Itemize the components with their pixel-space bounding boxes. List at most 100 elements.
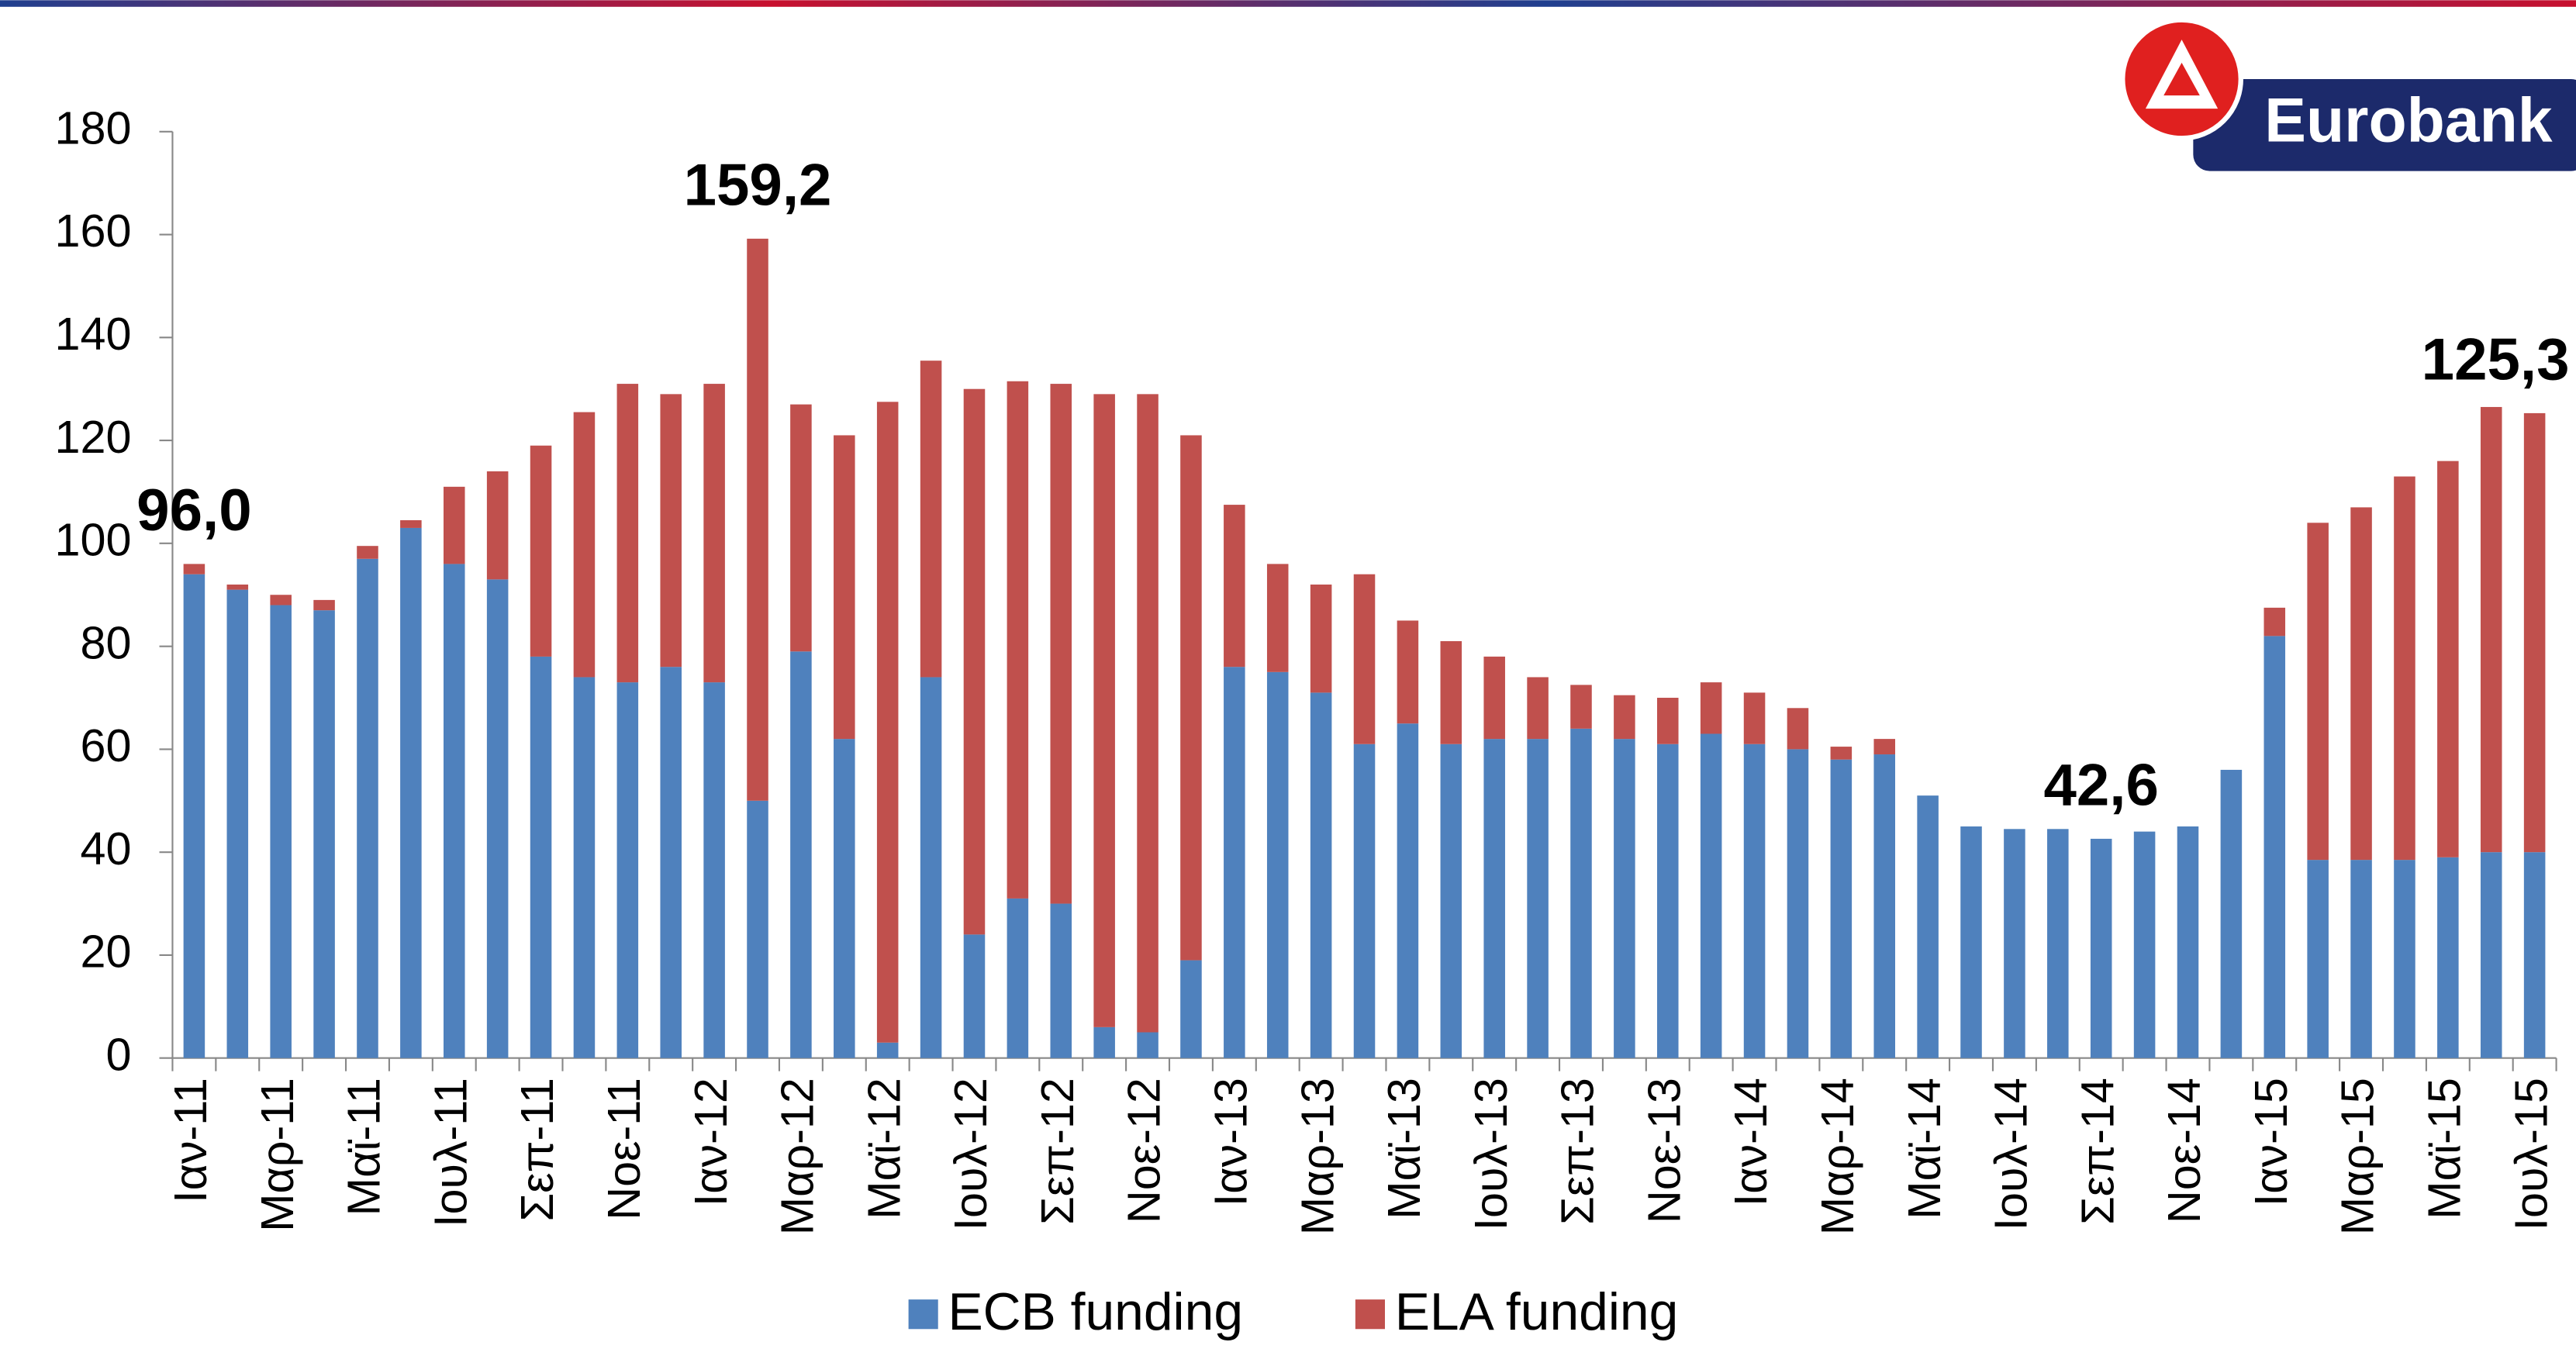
bar-segment [1614, 739, 1635, 1058]
bar-segment [2090, 838, 2112, 1058]
bar-segment [1787, 708, 1809, 750]
bar-segment [920, 677, 942, 1058]
bar-segment [1656, 744, 1679, 1058]
y-tick-label: 80 [81, 616, 132, 668]
top-bar [0, 0, 2576, 7]
bar-segment [1050, 903, 1072, 1058]
bar-segment [2263, 607, 2286, 637]
bar-segment [270, 605, 292, 1058]
bar-segment [2307, 860, 2329, 1058]
bar-segment [1830, 759, 1853, 1058]
bar-segment [963, 388, 986, 935]
bar-segment [573, 412, 596, 678]
annotation: 125,3 [2422, 326, 2570, 392]
bar-segment [530, 445, 552, 657]
x-tick-label: Μαϊ-12 [858, 1078, 910, 1220]
bar-segment [2480, 406, 2502, 853]
legend-swatch [1355, 1299, 1385, 1330]
bar-segment [1007, 381, 1029, 899]
x-tick-label: Μαρ-13 [1291, 1078, 1343, 1235]
annotation: 159,2 [684, 152, 832, 218]
bar-segment [1310, 584, 1332, 693]
bar-segment [1614, 695, 1635, 740]
bar-segment [313, 599, 335, 611]
y-tick-label: 60 [81, 719, 132, 771]
bar-segment [270, 595, 292, 605]
bar-segment [1137, 394, 1159, 1033]
x-tick-label: Μαϊ-13 [1378, 1078, 1430, 1220]
bar-segment [1266, 671, 1289, 1058]
bar-segment [876, 402, 899, 1043]
y-tick-label: 100 [55, 514, 132, 566]
bar-segment [1743, 692, 1766, 744]
bar-segment [703, 384, 725, 683]
bar-segment [1917, 795, 1939, 1058]
bar-segment [1483, 739, 1505, 1058]
x-tick-label: Μαϊ-14 [1898, 1078, 1950, 1220]
bar-segment [530, 656, 552, 1058]
logo-circle [2120, 17, 2243, 141]
x-tick-label: Σεπ-13 [1552, 1078, 1604, 1225]
bar-segment [1137, 1032, 1159, 1058]
bar-segment [2177, 826, 2199, 1058]
x-tick-label: Ιαν-11 [164, 1078, 216, 1203]
bar-segment [2307, 523, 2329, 861]
bar-segment [1873, 739, 1896, 755]
bar-segment [1180, 960, 1202, 1058]
bar-segment [660, 667, 682, 1058]
bar-segment [486, 471, 509, 580]
bar-segment [2350, 507, 2372, 861]
y-tick-label: 140 [55, 308, 132, 360]
bar-segment [443, 486, 465, 564]
legend-swatch [908, 1299, 938, 1330]
bar-segment [790, 651, 812, 1058]
bar-segment [183, 564, 205, 574]
x-tick-label: Ιουλ-14 [1985, 1078, 2037, 1230]
bar-segment [1527, 739, 1549, 1058]
bar-segment [1656, 698, 1679, 744]
bar-segment [834, 739, 855, 1058]
bar-segment [616, 384, 639, 683]
bar-segment [1266, 564, 1289, 672]
bar-segment [2133, 831, 2156, 1058]
annotation: 96,0 [136, 478, 251, 543]
bar-segment [573, 677, 596, 1058]
y-tick-label: 160 [55, 205, 132, 257]
bar-segment [660, 394, 682, 668]
bar-segment [1570, 685, 1592, 729]
bar-segment [1787, 749, 1809, 1058]
bar-segment [1310, 692, 1332, 1058]
bar-segment [1093, 1026, 1115, 1058]
x-tick-label: Νοε-14 [2158, 1078, 2210, 1223]
x-tick-label: Ιαν-12 [685, 1078, 737, 1206]
plot: 0 20 40 60 80 100 120 140 160 180 Ιαν-11 Μαρ-11 Μαϊ-… [55, 102, 2570, 1341]
bar-segment [1483, 656, 1505, 740]
bar-segment [313, 610, 335, 1058]
bar-segment [747, 800, 768, 1058]
bar-segment [1050, 384, 1072, 904]
x-tick-label: Σεπ-12 [1031, 1078, 1083, 1225]
x-tick-label: Νοε-11 [598, 1078, 650, 1220]
bar-segment [1440, 744, 1462, 1058]
bar-segment [357, 558, 378, 1058]
bar-segment [1570, 728, 1592, 1058]
bar-segment [1180, 435, 1202, 961]
bar-segment [1700, 682, 1722, 734]
bar-segment [183, 574, 205, 1058]
bar-segment [1353, 744, 1376, 1058]
legend-label: ECB funding [948, 1283, 1243, 1341]
bar-segment [1527, 677, 1549, 740]
x-tick-label: Νοε-12 [1118, 1078, 1170, 1223]
x-tick-label: Ιουλ-12 [944, 1078, 996, 1230]
bar-segment [1873, 754, 1896, 1058]
bar-segment [2437, 857, 2459, 1058]
bar-segment [400, 527, 422, 1058]
bar-segment [1353, 574, 1376, 744]
bar-segment [1440, 640, 1462, 744]
bar-segment [2220, 769, 2243, 1058]
bar-segment [357, 546, 378, 559]
logo-plate [2193, 79, 2576, 171]
bar-segment [2480, 852, 2502, 1058]
y-tick-label: 180 [55, 102, 132, 154]
bar-segment [834, 435, 855, 740]
